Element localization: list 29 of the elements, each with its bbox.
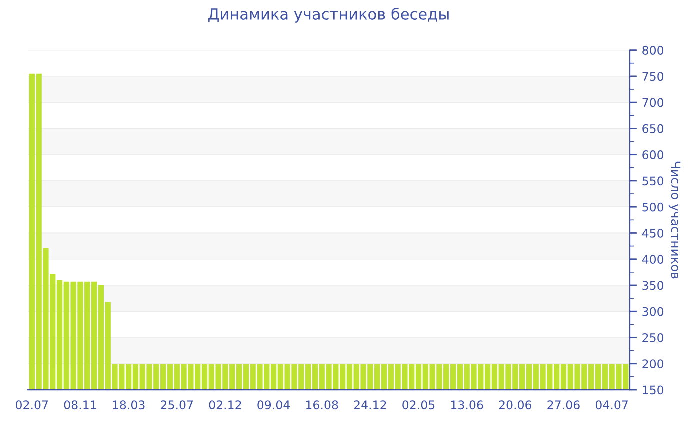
y-tick-label: 650 <box>642 124 664 134</box>
y-tick-label: 750 <box>642 72 664 82</box>
x-tick-label: 08.11 <box>64 400 96 410</box>
y-tick-label: 250 <box>642 333 664 342</box>
y-tick-label: 550 <box>642 176 664 186</box>
y-tick-label: 350 <box>642 281 664 290</box>
x-tick-label: 25.07 <box>161 400 194 410</box>
x-tick-label: 04.07 <box>596 400 628 410</box>
y-tick-label: 700 <box>642 98 664 108</box>
y-tick-label: 200 <box>642 360 664 369</box>
x-tick-label: 02.05 <box>402 400 435 410</box>
x-tick-label: 09.04 <box>258 400 290 410</box>
x-tick-label: 24.12 <box>354 400 386 410</box>
y-tick-label: 800 <box>642 46 664 55</box>
x-tick-label: 16.08 <box>306 400 338 410</box>
y-tick-label: 450 <box>642 228 664 238</box>
x-tick-label: 20.06 <box>499 400 532 410</box>
chart-title: Динамика участников беседы <box>208 8 449 23</box>
y-tick-label: 150 <box>643 386 664 395</box>
x-tick-label: 27.06 <box>548 400 580 410</box>
y-tick-label: 500 <box>642 202 664 212</box>
x-tick-label: 18.03 <box>113 400 145 410</box>
y-tick-label: 400 <box>642 255 664 264</box>
y-axis-title: Число участников <box>668 162 681 279</box>
x-tick-label: 02.07 <box>16 400 48 410</box>
x-tick-label: 02.12 <box>209 400 242 410</box>
y-tick-label: 300 <box>642 307 664 316</box>
x-tick-label: 13.06 <box>451 400 484 410</box>
y-tick-label: 600 <box>642 150 664 160</box>
